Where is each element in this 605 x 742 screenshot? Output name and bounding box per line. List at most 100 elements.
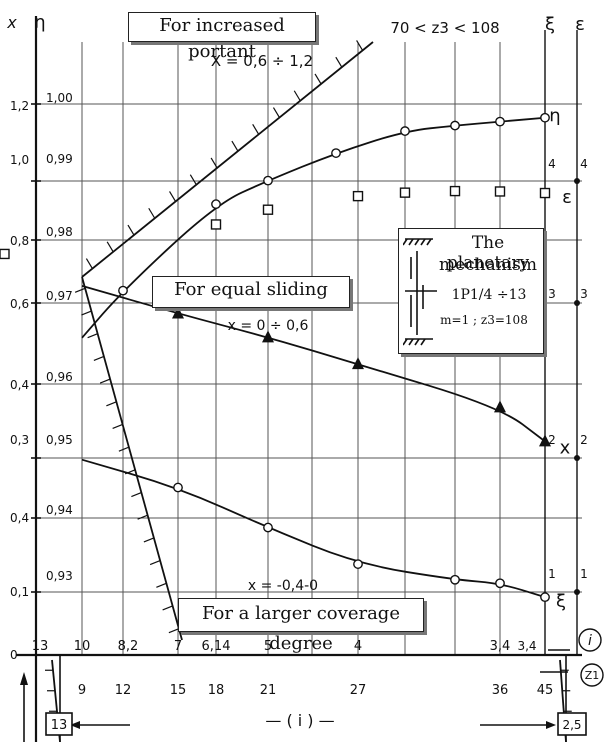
series-line: [81, 116, 546, 339]
x-range-mid-annotation: x = 0 ÷ 0,6: [228, 318, 309, 334]
x-tick-label: 0,6: [10, 297, 29, 311]
right-limit-label: 2,5: [562, 718, 581, 732]
data-point: [494, 186, 506, 197]
lower-limit-line-hatch: [168, 628, 180, 634]
upper-limit-line-hatch: [314, 73, 322, 85]
i-tick-label: 4: [354, 639, 362, 654]
left-limit-label: 13: [51, 718, 68, 733]
x-tick-label: 0,8: [10, 234, 29, 248]
data-point: [352, 357, 364, 370]
eta-tick-label: 0,96: [46, 370, 73, 384]
data-point: [450, 574, 460, 585]
upper-limit-line-hatch: [189, 174, 197, 185]
left-limit-box: [45, 712, 73, 736]
lower-limit-line-hatch: [87, 333, 98, 339]
data-point: [210, 219, 222, 230]
data-point: [399, 187, 411, 198]
z1-tick-label: 12: [115, 683, 132, 698]
data-point: [118, 285, 128, 296]
eta-tick-label: 0,93: [46, 569, 73, 583]
upper-limit-line-hatch: [85, 258, 93, 269]
data-point: [400, 126, 410, 136]
lower-limit-line-hatch: [131, 491, 142, 498]
data-point: [173, 482, 183, 493]
i-tick-label: 13: [32, 639, 49, 654]
data-point: [449, 185, 461, 197]
data-point: [539, 434, 551, 447]
x-tick-label: 0,4: [10, 511, 29, 525]
chart-labels: 1,2 1,0 0,8 0,6 0,4 0,3 0,4 0,1 0 1,00 0,99 0,98 0,9…: [6, 12, 604, 736]
lower-limit-line-hatch: [99, 378, 111, 384]
data-point: [262, 204, 274, 215]
upper-limit-line-hatch: [356, 40, 364, 51]
series-line: [81, 458, 546, 599]
lower-limit-line: [81, 276, 183, 641]
x-axis-symbol: x: [6, 13, 17, 32]
i-tick-label: 10: [74, 639, 91, 654]
z1-tick-label: 9: [78, 683, 86, 698]
right-axis-dot: [574, 455, 580, 461]
eta-tick-label: 1,00: [46, 91, 73, 105]
chart-series: [0, 112, 551, 603]
up-arrow-icon: [20, 672, 28, 685]
gear-schematic-icon: [403, 238, 437, 346]
lower-limit-line-hatch: [74, 287, 86, 293]
series-name-label: x: [560, 437, 571, 458]
right-tick-label: 2: [580, 433, 588, 447]
x-range-low-annotation: x = -0,4-0: [248, 578, 318, 594]
upper-limit-line-hatch: [293, 90, 301, 102]
data-point: [494, 400, 506, 413]
x-tick-label: 0,3: [10, 433, 29, 447]
larger-coverage-box: For a larger coverage degree: [178, 598, 424, 654]
upper-limit-line-hatch: [335, 56, 343, 68]
eps-tick-label: 3: [548, 287, 556, 301]
lower-limit-line-hatch: [106, 401, 117, 407]
z1-tick-label: 45: [537, 683, 554, 698]
eta-tick-label: 0,98: [46, 225, 73, 239]
x-tick-label: 0,4: [10, 378, 29, 392]
left-arrowhead-icon: [70, 721, 80, 729]
lower-limit-line-hatch: [149, 560, 161, 566]
right-arrowhead-icon: [546, 721, 556, 729]
xi-axis-symbol: ξ: [545, 14, 555, 35]
lower-limit-line-hatch: [112, 423, 123, 430]
i-tick-label: 8,2: [118, 639, 139, 654]
right-tick-label: 3: [580, 287, 588, 301]
z1-tick-label: 18: [208, 683, 225, 698]
data-point: [540, 592, 550, 603]
increased-portant-box: For increased portant: [128, 12, 316, 62]
upper-limit-line-hatch: [252, 124, 260, 135]
chart-grid: [36, 42, 582, 655]
data-point: [263, 522, 273, 533]
right-axis-dot: [574, 300, 580, 306]
z1-tick-label: 15: [170, 683, 187, 698]
upper-limit-line-hatch: [148, 207, 156, 219]
z1-tick-label: 27: [350, 683, 367, 698]
eta-tick-label: 0,95: [46, 433, 73, 447]
right-limit-box: [557, 712, 587, 736]
i-tick-label: 7: [174, 639, 182, 654]
series-name-label: ε: [562, 187, 572, 208]
i-circle-icon: [578, 628, 602, 652]
x-tick-label: 0: [10, 648, 18, 662]
data-point: [211, 199, 221, 210]
upper-limit-line: [81, 41, 374, 278]
z1-tick-label: 21: [260, 683, 277, 698]
eps-tick-label: 4: [548, 157, 556, 171]
right-axis-dot: [574, 589, 580, 595]
z3-range-label: 70 < z3 < 108: [390, 19, 499, 37]
data-point: [331, 148, 341, 158]
lower-limit-line-hatch: [81, 310, 92, 316]
right-axis-dot: [574, 178, 580, 184]
right-tick-label: 1: [580, 567, 588, 581]
upper-limit-line-hatch: [127, 224, 135, 236]
data-point: [353, 559, 363, 569]
upper-limit-line-hatch: [106, 241, 114, 253]
i-tick-label: 6,14: [202, 639, 231, 654]
eta-axis-symbol: η: [34, 12, 45, 33]
data-point: [352, 190, 364, 202]
lower-limit-line-hatch: [93, 355, 105, 361]
series-name-label: η: [549, 106, 560, 127]
series-name-label: ξ: [556, 591, 566, 612]
